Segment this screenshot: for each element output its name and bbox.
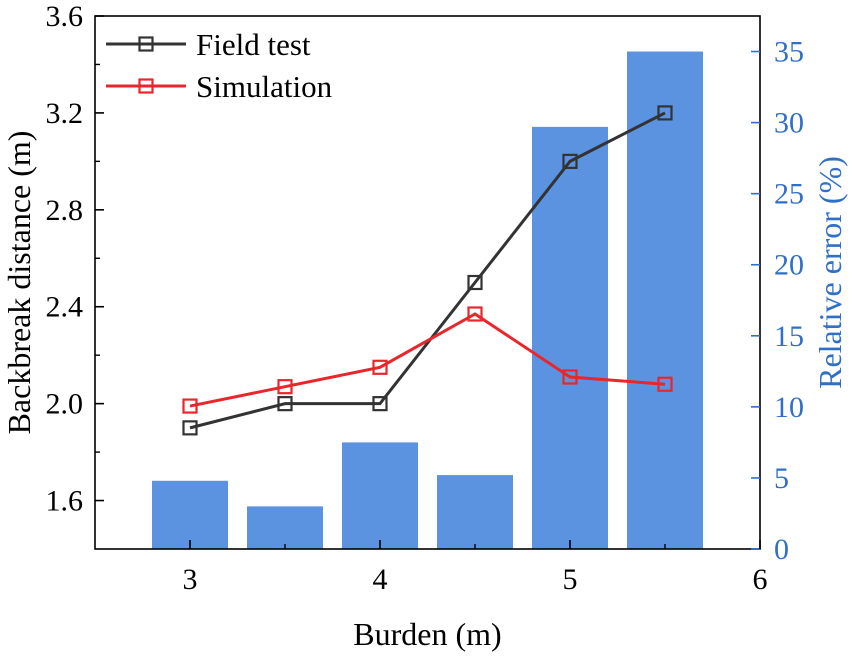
field-test-point xyxy=(562,153,578,169)
relative-error-bar xyxy=(532,126,608,549)
field-test-point xyxy=(277,396,293,412)
relative-error-bar xyxy=(152,480,228,549)
x-tick-label: 4 xyxy=(373,563,388,596)
simulation-line xyxy=(189,312,666,408)
y-right-tick-label: 0 xyxy=(774,533,789,566)
x-axis-label: Burden (m) xyxy=(353,616,501,652)
simulation-point xyxy=(562,369,578,385)
y-right-tick-label: 30 xyxy=(774,107,804,140)
y-left-tick-label: 2.4 xyxy=(46,291,84,324)
field-test-point xyxy=(182,420,198,436)
simulation-point xyxy=(372,359,388,375)
field-test-line xyxy=(189,111,666,430)
y-right-tick-label: 15 xyxy=(774,320,804,353)
y-right-tick-label: 5 xyxy=(774,462,789,495)
y-right-tick-label: 10 xyxy=(774,391,804,424)
y-right-tick-label: 25 xyxy=(774,178,804,211)
ticks-layer: 1.6 2.0 2.4 2.8 3.2 3.6 0 5 10 15 20 25 30 35 3 4 5 6 xyxy=(46,0,805,596)
relative-error-bar xyxy=(247,506,323,549)
y-left-tick-label: 3.6 xyxy=(46,0,84,33)
y-left-tick-label: 2.8 xyxy=(46,194,84,227)
legend-label: Field test xyxy=(196,27,311,62)
simulation-point xyxy=(657,376,673,392)
relative-error-bar xyxy=(627,51,703,550)
lines-layer xyxy=(189,111,666,430)
markers-layer xyxy=(182,105,673,436)
bars-layer xyxy=(152,51,703,550)
y-left-tick-label: 3.2 xyxy=(46,97,84,130)
field-test-point xyxy=(372,396,388,412)
field-test-point xyxy=(467,274,483,291)
legend-label: Simulation xyxy=(196,69,333,104)
plot-frame xyxy=(94,15,761,550)
simulation-point xyxy=(182,398,198,414)
field-test-point xyxy=(657,105,673,121)
x-tick-label: 3 xyxy=(183,563,198,596)
y-right-tick-label: 35 xyxy=(774,36,804,69)
legend: Field test Simulation xyxy=(106,27,333,104)
simulation-point xyxy=(467,306,483,322)
relative-error-bar xyxy=(437,475,513,549)
x-tick-label: 6 xyxy=(753,563,768,596)
y-axis-right-label: Relative error (%) xyxy=(812,156,848,389)
y-left-tick-label: 2.0 xyxy=(46,388,84,421)
y-left-tick-label: 1.6 xyxy=(46,485,84,518)
y-axis-left-label: Backbreak distance (m) xyxy=(1,131,37,435)
relative-error-bar xyxy=(342,442,418,549)
simulation-point xyxy=(277,379,293,395)
legend-marker xyxy=(138,78,154,94)
legend-marker xyxy=(138,36,154,52)
y-right-tick-label: 20 xyxy=(774,249,804,282)
x-tick-label: 5 xyxy=(563,563,578,596)
